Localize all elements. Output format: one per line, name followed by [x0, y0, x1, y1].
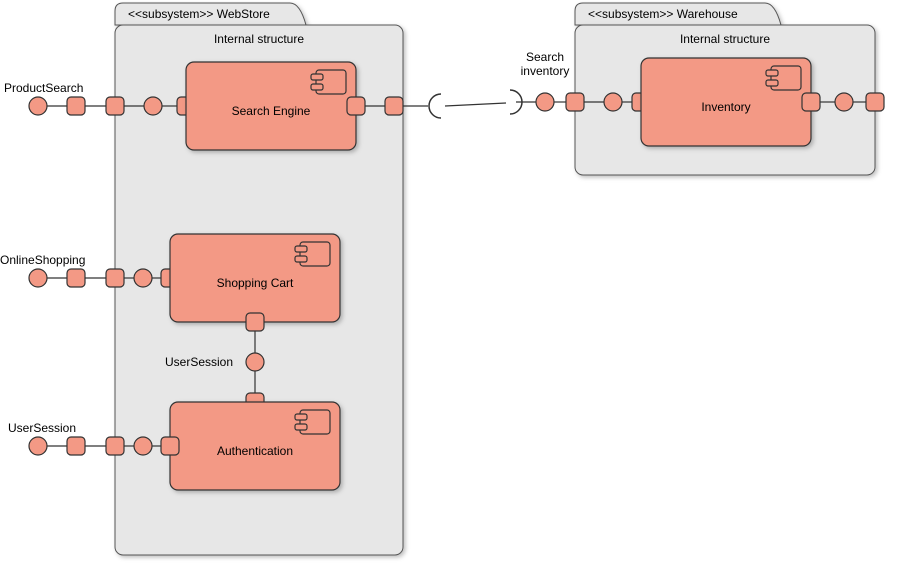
- port-icon: [385, 97, 403, 115]
- port-icon: [106, 437, 124, 455]
- component-shopping-cart: Shopping Cart: [170, 234, 340, 331]
- warehouse-internal-label: Internal structure: [680, 32, 770, 46]
- component-stereotype-icon: [295, 410, 330, 434]
- required-socket-icon: [429, 94, 441, 118]
- port-icon: [67, 269, 85, 287]
- iface-online-shopping-label: OnlineShopping: [0, 253, 85, 267]
- component-authentication: Authentication: [161, 402, 340, 490]
- component-search-engine: Search Engine: [186, 62, 365, 150]
- port-icon: [866, 93, 884, 111]
- port-icon: [566, 93, 584, 111]
- user-session-ball-icon: [29, 437, 47, 455]
- port-icon: [347, 97, 365, 115]
- shopping-cart-label: Shopping Cart: [217, 276, 294, 290]
- ball-icon: [604, 93, 622, 111]
- component-stereotype-icon: [766, 66, 801, 90]
- port-icon: [802, 93, 820, 111]
- authentication-label: Authentication: [217, 444, 293, 458]
- port-icon: [246, 313, 264, 331]
- component-stereotype-icon: [295, 242, 330, 266]
- warehouse-title: <<subsystem>> Warehouse: [588, 7, 738, 21]
- iface-user-session-label: UserSession: [8, 421, 76, 435]
- ball-icon: [134, 437, 152, 455]
- user-session-link-label: UserSession: [165, 355, 233, 369]
- ball-icon: [134, 269, 152, 287]
- port-icon: [106, 97, 124, 115]
- iface-product-search-label: ProductSearch: [4, 81, 83, 95]
- port-icon: [106, 269, 124, 287]
- webstore-internal-label: Internal structure: [214, 32, 304, 46]
- online-shopping-ball-icon: [29, 269, 47, 287]
- ball-icon: [144, 97, 162, 115]
- port-icon: [67, 437, 85, 455]
- inventory-label: Inventory: [701, 100, 750, 114]
- search-inventory-label-top: Search: [526, 50, 564, 64]
- port-icon: [161, 437, 179, 455]
- component-stereotype-icon: [311, 70, 346, 94]
- search-engine-label: Search Engine: [232, 104, 311, 118]
- ball-icon: [835, 93, 853, 111]
- user-session-ball-icon: [246, 353, 264, 371]
- assembly-connector: [445, 90, 522, 114]
- search-inventory-label-bottom: inventory: [521, 64, 570, 78]
- webstore-title: <<subsystem>> WebStore: [128, 7, 270, 21]
- search-inventory-ball-icon: [536, 93, 554, 111]
- port-icon: [67, 97, 85, 115]
- product-search-ball-icon: [29, 97, 47, 115]
